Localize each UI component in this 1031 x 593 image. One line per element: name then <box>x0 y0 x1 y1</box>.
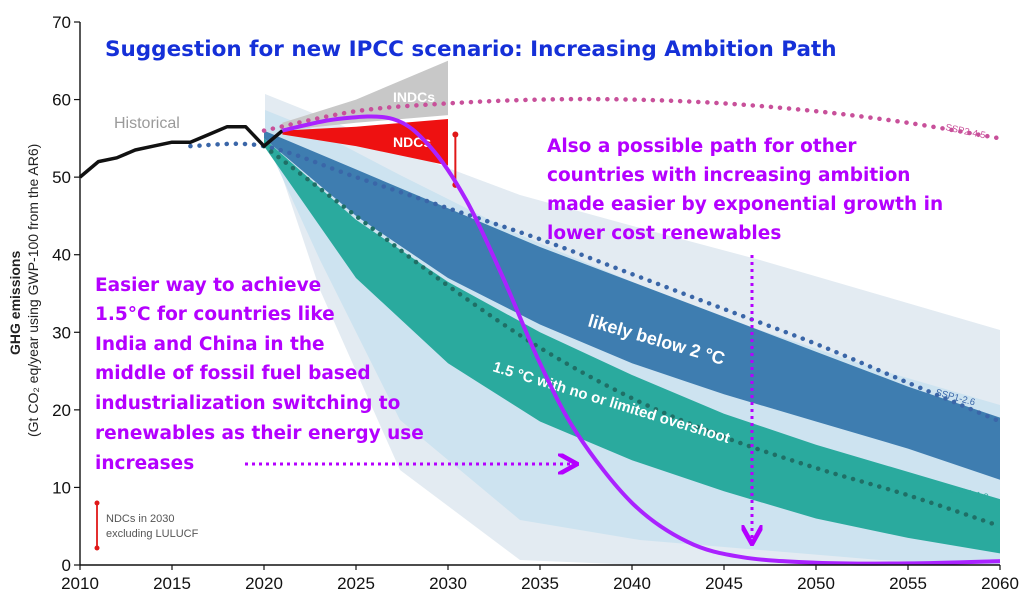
x-tick-label: 2060 <box>981 574 1019 593</box>
left-annotation: Easier way to achieve 1.5°C for countrie… <box>95 275 424 474</box>
indc-label: INDCs <box>393 89 435 105</box>
x-tick-label: 2050 <box>797 574 835 593</box>
y-tick-label: 20 <box>52 401 71 420</box>
ssp1-1-9-line <box>261 143 1003 529</box>
band-likely-below-2c <box>264 130 1000 480</box>
right-annotation-line: lower cost renewables <box>547 223 781 244</box>
pathway-bands <box>264 130 1000 554</box>
y-tick-label: 40 <box>52 246 71 265</box>
left-annotation-line: increases <box>95 453 194 474</box>
y-tick-label: 70 <box>52 13 71 32</box>
ndc-note: NDCs in 2030 excluding LULUCF <box>94 500 199 551</box>
y-tick-label: 30 <box>52 323 71 342</box>
left-annotation-line: Easier way to achieve <box>95 275 321 296</box>
y-axis-label: GHG emissions (Gt CO₂ eq/year using GWP-… <box>7 144 41 437</box>
right-annotation-line: countries with increasing ambition <box>547 165 910 186</box>
left-annotation-line: renewables as their energy use <box>95 423 424 444</box>
ndc-note-marker-top <box>94 500 100 506</box>
ndc-note-line: excluding LULUCF <box>106 528 199 540</box>
y-tick-label: 50 <box>52 168 71 187</box>
x-tick-label: 2010 <box>61 574 99 593</box>
left-annotation-line: India and China in the <box>95 334 325 355</box>
band-1-5c <box>264 138 1000 554</box>
ssp2-4-5-label: SSP2-4.5 <box>944 122 986 141</box>
ndc-range <box>282 119 448 166</box>
x-tick-label: 2030 <box>429 574 467 593</box>
left-annotation-line: 1.5°C for countries like <box>95 304 335 325</box>
ndc-2030-marker-top <box>452 131 459 138</box>
x-tick-label: 2040 <box>613 574 651 593</box>
x-tick-label: 2015 <box>153 574 191 593</box>
x-tick-label: 2055 <box>889 574 927 593</box>
ssp2-4-5-line <box>261 96 1003 141</box>
right-annotation: Also a possible path for other countries… <box>547 136 943 244</box>
left-annotation-line: industrialization switching to <box>95 393 400 414</box>
indc-range <box>282 60 448 131</box>
chart-title: Suggestion for new IPCC scenario: Increa… <box>105 37 837 62</box>
ndc-ranges: INDCs NDCs <box>282 60 459 188</box>
y-ticks: 0 10 20 30 40 50 60 70 <box>52 13 80 575</box>
y-axis-label-line2: (Gt CO₂ eq/year using GWP-100 from the A… <box>25 144 41 437</box>
right-annotation-line: made easier by exponential growth in <box>547 194 943 215</box>
ssp1-2-6-line <box>188 141 1003 424</box>
historical-label: Historical <box>114 115 180 132</box>
x-tick-label: 2045 <box>705 574 743 593</box>
y-tick-label: 10 <box>52 478 71 497</box>
increasing-ambition-path <box>281 114 1001 566</box>
y-tick-label: 0 <box>62 556 71 575</box>
right-annotation-line: Also a possible path for other <box>547 136 857 157</box>
x-tick-label: 2035 <box>521 574 559 593</box>
x-tick-label: 2025 <box>337 574 375 593</box>
x-ticks: 2010 2015 2020 2025 2030 2035 2040 2045 2050 2055… <box>61 565 1019 593</box>
historical-line <box>78 124 284 179</box>
y-tick-label: 60 <box>52 91 71 110</box>
ndc-note-line: NDCs in 2030 <box>106 513 174 525</box>
ndc-note-marker-bottom <box>94 545 100 551</box>
y-axis-label-line1: GHG emissions <box>7 251 23 355</box>
left-annotation-line: middle of fossil fuel based <box>95 363 371 384</box>
x-tick-label: 2020 <box>245 574 283 593</box>
